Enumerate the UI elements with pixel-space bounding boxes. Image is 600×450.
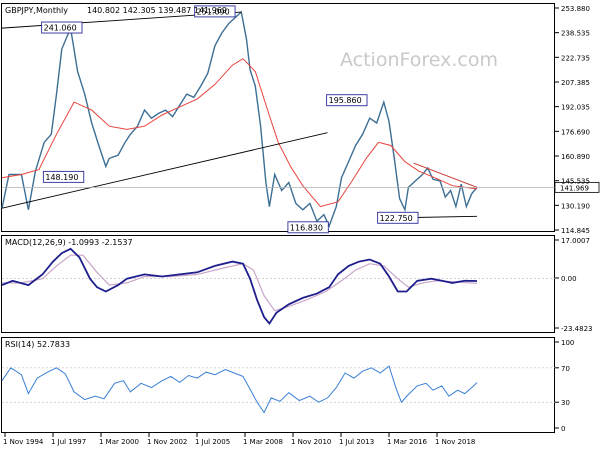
price-tick-label: 192.035 [561, 104, 590, 112]
macd-tick-label: 0.00 [561, 275, 577, 283]
moving-average-line [1, 58, 478, 208]
ohlc-label: 140.802 142.305 139.487 141.969 [87, 6, 227, 15]
trendline [1, 132, 328, 209]
x-tick-label: 1 Nov 1994 [3, 438, 44, 446]
price-tick-label: 253.880 [561, 5, 590, 13]
macd-tick-label: 17.0007 [561, 237, 590, 245]
annotation-label: 148.190 [45, 173, 78, 182]
price-tick-label: 145.535 [561, 178, 590, 186]
macd-tick-label: -23.4823 [561, 325, 592, 333]
x-tick-label: 1 Jul 2005 [195, 438, 230, 446]
rsi-label: RSI(14) 52.7833 [5, 340, 70, 349]
annotation-box [194, 5, 236, 18]
annotation-box [287, 221, 329, 234]
x-tick-label: 1 Nov 2002 [147, 438, 187, 446]
annotation-label: 251.090 [197, 7, 230, 16]
rsi-tick-label: 100 [561, 339, 574, 347]
axis-layer: 253.880 238.535 222.735 207.385 192.035 176.6… [3, 5, 592, 446]
current-price-label: 141.969 [560, 184, 589, 192]
rsi-tick-label: 30 [561, 399, 570, 407]
x-tick-label: 1 Jul 1997 [51, 438, 86, 446]
annotation-label: 116.830 [290, 223, 323, 232]
price-layer: 141.969 241.060 251.090 148.190 195.860 116.8… [1, 5, 600, 234]
x-tick-label: 1 Mar 2016 [387, 438, 427, 446]
watermark: ActionForex.com [340, 49, 498, 71]
annotation-label: 241.060 [44, 24, 77, 33]
price-panel [1, 3, 555, 232]
annotation-box [377, 211, 419, 224]
rsi-tick-label: 0 [561, 425, 565, 433]
macd-line [1, 247, 478, 326]
macd-signal-line [2, 254, 478, 312]
rsi-panel [1, 337, 555, 433]
rsi-layer [1, 365, 555, 414]
price-tick-label: 160.890 [561, 153, 590, 161]
macd-label: MACD(12,26,9) -1.0993 -2.1537 [5, 238, 133, 247]
rsi-line [1, 365, 478, 414]
price-tick-label: 207.385 [561, 79, 590, 87]
price-tick-label: 238.535 [561, 30, 590, 38]
annotation-box [326, 94, 368, 107]
price-series-line [1, 10, 478, 228]
x-tick-label: 1 Jul 2013 [339, 438, 374, 446]
x-tick-label: 1 Mar 2000 [99, 438, 139, 446]
x-tick-label: 1 Mar 2008 [243, 438, 283, 446]
price-tick-label: 130.190 [561, 202, 590, 210]
current-price-box [554, 181, 600, 193]
rsi-tick-label: 70 [561, 365, 570, 373]
x-tick-label: 1 Nov 2018 [435, 438, 475, 446]
macd-panel [1, 235, 555, 333]
x-tick-label: 1 Nov 2010 [291, 438, 331, 446]
annotation-box [42, 170, 85, 183]
price-tick-label: 222.735 [561, 54, 590, 62]
trendline [413, 162, 478, 188]
price-tick-label: 176.690 [561, 128, 590, 136]
annotation-box [41, 21, 83, 34]
macd-layer [1, 247, 555, 326]
annotation-label: 122.750 [380, 214, 413, 223]
symbol-label: GBPJPY,Monthly [5, 6, 68, 15]
annotation-label: 195.860 [329, 96, 362, 105]
price-tick-label: 114.845 [561, 227, 590, 235]
